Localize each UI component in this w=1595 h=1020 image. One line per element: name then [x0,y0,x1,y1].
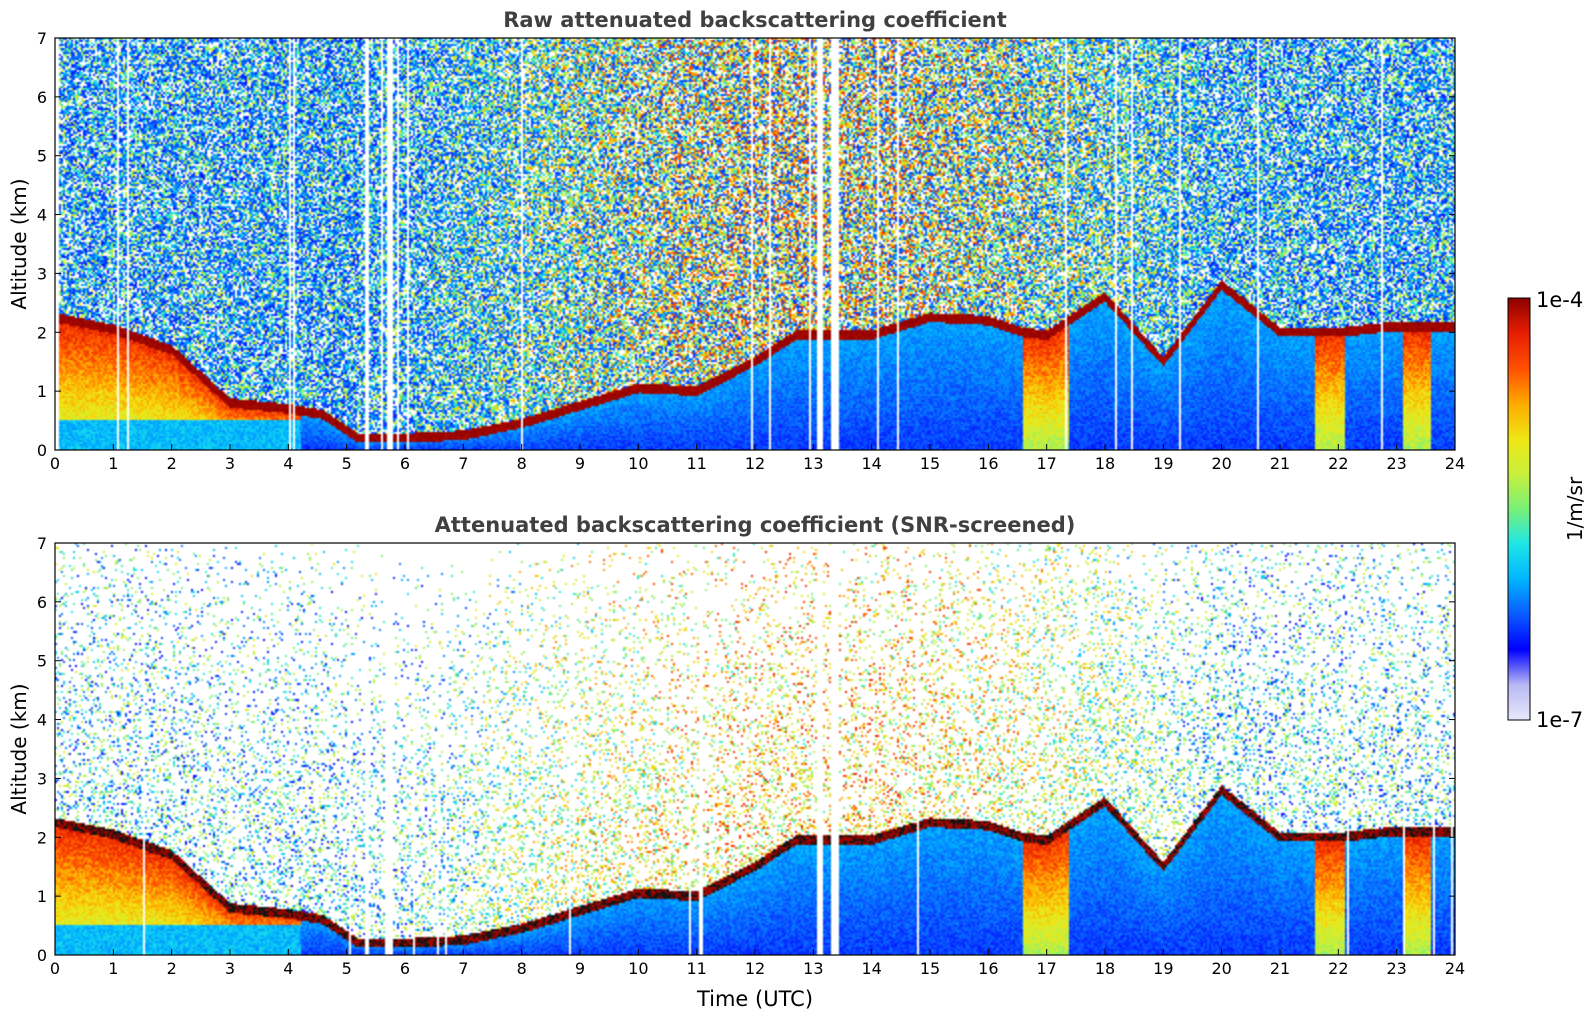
panel-raw-xtick-label: 12 [745,454,765,473]
panel-screened-ytick-label: 2 [37,828,47,847]
panel-screened-xtick-label: 15 [920,959,940,978]
panel-raw-xtick-label: 11 [686,454,706,473]
panel-screened-ytick-label: 5 [37,652,47,671]
colorbar: 1e-4 1e-7 1/m/sr [1507,288,1587,732]
panel-raw-ytick-label: 7 [37,29,47,48]
panel-screened-xtick-label: 1 [108,959,118,978]
panel-screened-xtick-label: 22 [1328,959,1348,978]
panel-raw-ytick-label: 5 [37,147,47,166]
panel-raw-ytick-label: 3 [37,264,47,283]
panel-raw-xtick-label: 9 [575,454,585,473]
panel-screened-xtick-label: 6 [400,959,410,978]
panel-screened-xtick-label: 12 [745,959,765,978]
panel-screened-ytick-label: 7 [37,534,47,553]
panel-raw-xtick-label: 1 [108,454,118,473]
panel-screened-xtick-label: 16 [978,959,998,978]
panel-screened-xtick-label: 5 [342,959,352,978]
panel-screened-xtick-label: 24 [1445,959,1465,978]
panel-raw-xtick-label: 24 [1445,454,1465,473]
panel-raw-ytick-label: 4 [37,206,47,225]
panel-raw-xtick-label: 2 [167,454,177,473]
panel-screened-xtick-label: 13 [803,959,823,978]
panel-screened-ytick-label: 4 [37,711,47,730]
panel-screened-xtick-label: 14 [861,959,881,978]
colorbar-unit-label: 1/m/sr [1563,476,1587,541]
panel-screened-xtick-label: 9 [575,959,585,978]
panel-raw-xtick-label: 19 [1153,454,1173,473]
panel-screened-ytick-label: 0 [37,946,47,965]
panel-raw-xtick-label: 14 [861,454,881,473]
panel-screened-xtick-label: 21 [1270,959,1290,978]
panel-raw-xtick-label: 6 [400,454,410,473]
panel-raw-xtick-label: 7 [458,454,468,473]
panel-raw-xtick-label: 17 [1036,454,1056,473]
panel-screened-axes: 0 1 2 3 4 5 6 7 8 9 10 11 12 13 14 15 16 17 18 19 20 21 22 23 24… [37,534,1465,978]
panel-raw: Raw attenuated backscattering coefficien… [7,8,1465,473]
panel-raw-xtick-label: 21 [1270,454,1290,473]
panel-screened-xtick-label: 0 [50,959,60,978]
panel-raw-xtick-label: 10 [628,454,648,473]
panel-screened-xtick-label: 19 [1153,959,1173,978]
panel-raw-ylabel: Altitude (km) [7,178,31,309]
panel-raw-xtick-label: 16 [978,454,998,473]
panel-raw-ytick-label: 1 [37,382,47,401]
panel-screened-xtick-label: 17 [1036,959,1056,978]
panel-screened-xtick-label: 7 [458,959,468,978]
panel-screened: Attenuated backscattering coefficient (S… [7,513,1465,1011]
panel-screened-xtick-label: 8 [517,959,527,978]
panel-raw-heatmap [55,38,1455,450]
panel-raw-ytick-label: 0 [37,441,47,460]
panel-screened-ytick-label: 3 [37,769,47,788]
panel-raw-xtick-label: 0 [50,454,60,473]
panel-raw-xtick-label: 8 [517,454,527,473]
panel-screened-xtick-label: 18 [1095,959,1115,978]
panel-screened-xtick-label: 3 [225,959,235,978]
panel-raw-xtick-label: 5 [342,454,352,473]
panel-screened-xtick-label: 10 [628,959,648,978]
colorbar-max-label: 1e-4 [1536,288,1583,312]
colorbar-min-label: 1e-7 [1536,708,1583,732]
panel-raw-xtick-label: 4 [283,454,293,473]
panel-raw-xtick-label: 13 [803,454,823,473]
panel-raw-ytick-label: 2 [37,323,47,342]
panel-screened-ytick-label: 1 [37,887,47,906]
panel-screened-xtick-label: 4 [283,959,293,978]
panel-screened-xtick-label: 23 [1386,959,1406,978]
colorbar-gradient [1507,297,1531,721]
panel-raw-xtick-label: 3 [225,454,235,473]
panel-raw-xtick-label: 20 [1211,454,1231,473]
panel-raw-axes: 0 1 2 3 4 5 6 7 8 9 10 11 12 13 14 15 16 17 18 19 20 21 22 23 24… [37,29,1465,473]
panel-raw-xtick-label: 18 [1095,454,1115,473]
panel-raw-title: Raw attenuated backscattering coefficien… [503,8,1007,32]
panel-screened-xtick-label: 20 [1211,959,1231,978]
panel-raw-ytick-label: 6 [37,88,47,107]
panel-screened-title: Attenuated backscattering coefficient (S… [435,513,1076,537]
x-axis-label: Time (UTC) [696,987,813,1011]
panel-screened-ytick-label: 6 [37,593,47,612]
panel-raw-xtick-label: 22 [1328,454,1348,473]
panel-screened-xtick-label: 11 [686,959,706,978]
panel-raw-xtick-label: 23 [1386,454,1406,473]
panel-screened-xtick-label: 2 [167,959,177,978]
panel-screened-heatmap [55,543,1455,955]
panel-screened-ylabel: Altitude (km) [7,683,31,814]
panel-raw-xtick-label: 15 [920,454,940,473]
